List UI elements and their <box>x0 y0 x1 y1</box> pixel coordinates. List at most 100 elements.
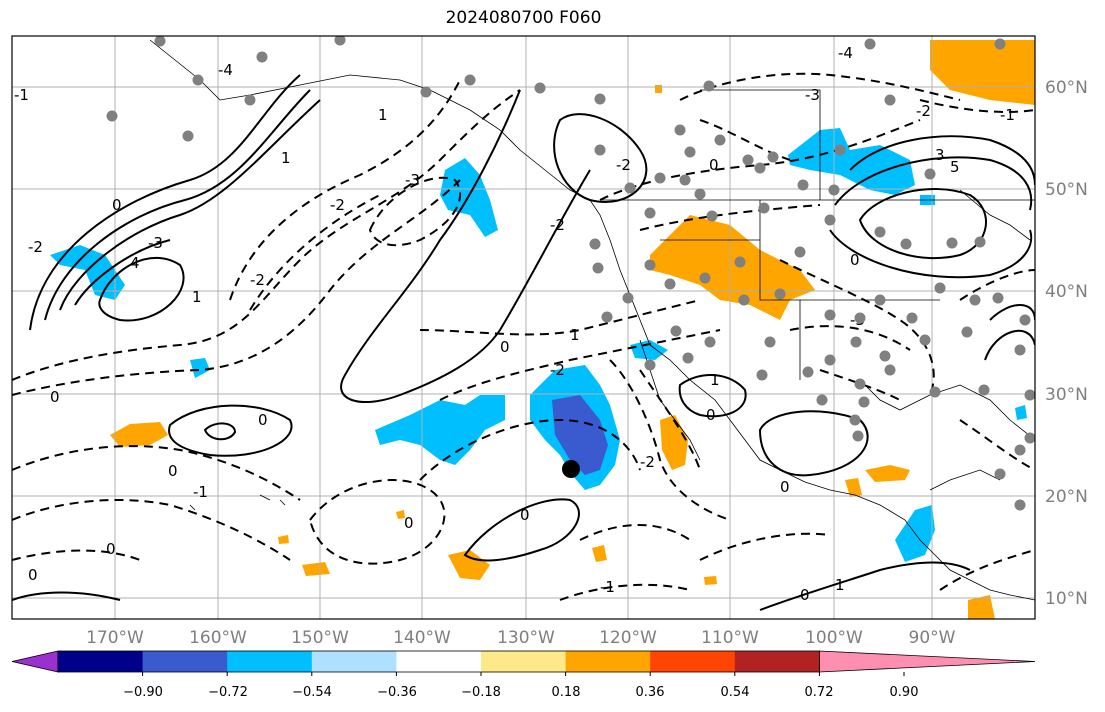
station-dot <box>934 282 946 294</box>
colorbar-segment <box>565 651 651 672</box>
contour-label: 1 <box>378 106 388 124</box>
lat-tick-label: 40°N <box>1045 282 1088 302</box>
station-dot <box>334 36 346 46</box>
station-dot <box>624 182 636 194</box>
colorbar-segment <box>58 651 144 672</box>
contour-labels: 0 0 0 0 0 0 0 0 0 0 0 0 0 0 1 1 1 1 1 1 … <box>14 44 1015 604</box>
colorbar-segment <box>227 651 313 672</box>
station-dot <box>774 288 786 300</box>
station-dot <box>644 259 656 271</box>
station-dot <box>802 366 814 378</box>
station-dot <box>644 207 656 219</box>
station-dot <box>854 378 866 390</box>
station-dot <box>767 151 779 163</box>
contour-label: -2 <box>250 271 265 289</box>
lat-tick-label: 30°N <box>1045 385 1088 405</box>
station-dot <box>664 278 676 290</box>
station-dot <box>924 168 936 180</box>
contour-label: 1 <box>570 326 580 344</box>
map-frame <box>11 35 1036 620</box>
shade-patch <box>968 595 995 619</box>
contour-label: 0 <box>706 406 716 424</box>
colorbar-segment <box>142 651 228 672</box>
station-dot <box>1024 389 1035 401</box>
station-dot <box>256 51 268 63</box>
contour-label: -1 <box>1000 106 1015 124</box>
station-dot <box>679 174 691 186</box>
contour-label: -3 <box>405 171 420 189</box>
colorbar-extend-max <box>819 650 1036 673</box>
colorbar-tick-label: −0.36 <box>377 685 417 700</box>
station-dot <box>738 294 750 306</box>
station-dot <box>1014 344 1026 356</box>
station-dot <box>703 80 715 92</box>
contour-label: 0 <box>106 540 116 558</box>
colorbar-border <box>57 650 820 673</box>
contour-label: -1 <box>600 578 615 596</box>
station-dot <box>992 292 1004 304</box>
shade-patch <box>650 215 815 320</box>
contour-label: 0 <box>520 506 530 524</box>
station-dot <box>828 184 840 196</box>
station-dot <box>874 294 886 306</box>
station-dot <box>674 124 686 136</box>
storm-center-marker <box>562 460 580 478</box>
station-dot <box>714 134 726 146</box>
lat-tick-label: 20°N <box>1045 487 1088 507</box>
station-dot <box>764 336 776 348</box>
station-dot <box>758 202 770 214</box>
station-dot <box>978 384 990 396</box>
contour-label: 1 <box>835 576 845 594</box>
station-dot <box>854 312 866 324</box>
shade-patch <box>302 562 330 576</box>
contour-label: -2 <box>916 102 931 120</box>
station-dot <box>816 394 828 406</box>
shade-patch <box>552 395 608 475</box>
station-dot <box>1014 444 1026 456</box>
contour-label: -2 <box>616 156 631 174</box>
station-dot <box>929 386 941 398</box>
station-dot <box>794 246 806 258</box>
station-dot <box>884 364 896 376</box>
lon-tick-label: 100°W <box>805 628 863 648</box>
contour-label: 0 <box>709 156 719 174</box>
station-dot <box>742 154 754 166</box>
station-dot <box>622 292 634 304</box>
shade-patch <box>448 550 490 580</box>
lon-tick-label: 110°W <box>701 628 759 648</box>
longitude-labels: 170°W 160°W 150°W 140°W 130°W 120°W 110°… <box>86 628 956 648</box>
contour-label: 0 <box>258 411 268 429</box>
lon-tick-label: 150°W <box>291 628 349 648</box>
station-dot <box>654 172 666 184</box>
station-dot <box>670 325 682 337</box>
station-dot <box>797 179 809 191</box>
contour-label: -2 <box>640 453 655 471</box>
shade-patch <box>190 358 210 378</box>
station-dot <box>994 38 1006 50</box>
contour-label: 0 <box>404 514 414 532</box>
station-dot <box>1024 432 1035 444</box>
contour-label: -3 <box>805 86 820 104</box>
shade-patch <box>110 422 168 447</box>
contour-label: 1 <box>281 149 291 167</box>
station-dot <box>154 36 166 47</box>
lat-tick-label: 10°N <box>1045 589 1088 609</box>
station-dot <box>884 94 896 106</box>
contour-label: -3 <box>148 234 163 252</box>
station-dot <box>756 369 768 381</box>
contour-label: 5 <box>950 158 960 176</box>
colorbar-segment <box>734 651 820 672</box>
lon-tick-label: 90°W <box>909 628 956 648</box>
lon-tick-label: 140°W <box>393 628 451 648</box>
contour-label: -2 <box>550 361 565 379</box>
station-dot <box>974 236 986 248</box>
contour-label: 1 <box>192 288 202 306</box>
station-dot <box>601 311 613 323</box>
contour-label: 4 <box>130 254 140 272</box>
station-dot <box>106 110 118 122</box>
shade-patch <box>396 510 405 519</box>
colorbar-segment <box>396 651 482 672</box>
latitude-labels: 60°N 50°N 40°N 30°N 20°N 10°N <box>1045 78 1088 609</box>
lon-tick-label: 130°W <box>497 628 555 648</box>
station-dot <box>874 226 886 238</box>
